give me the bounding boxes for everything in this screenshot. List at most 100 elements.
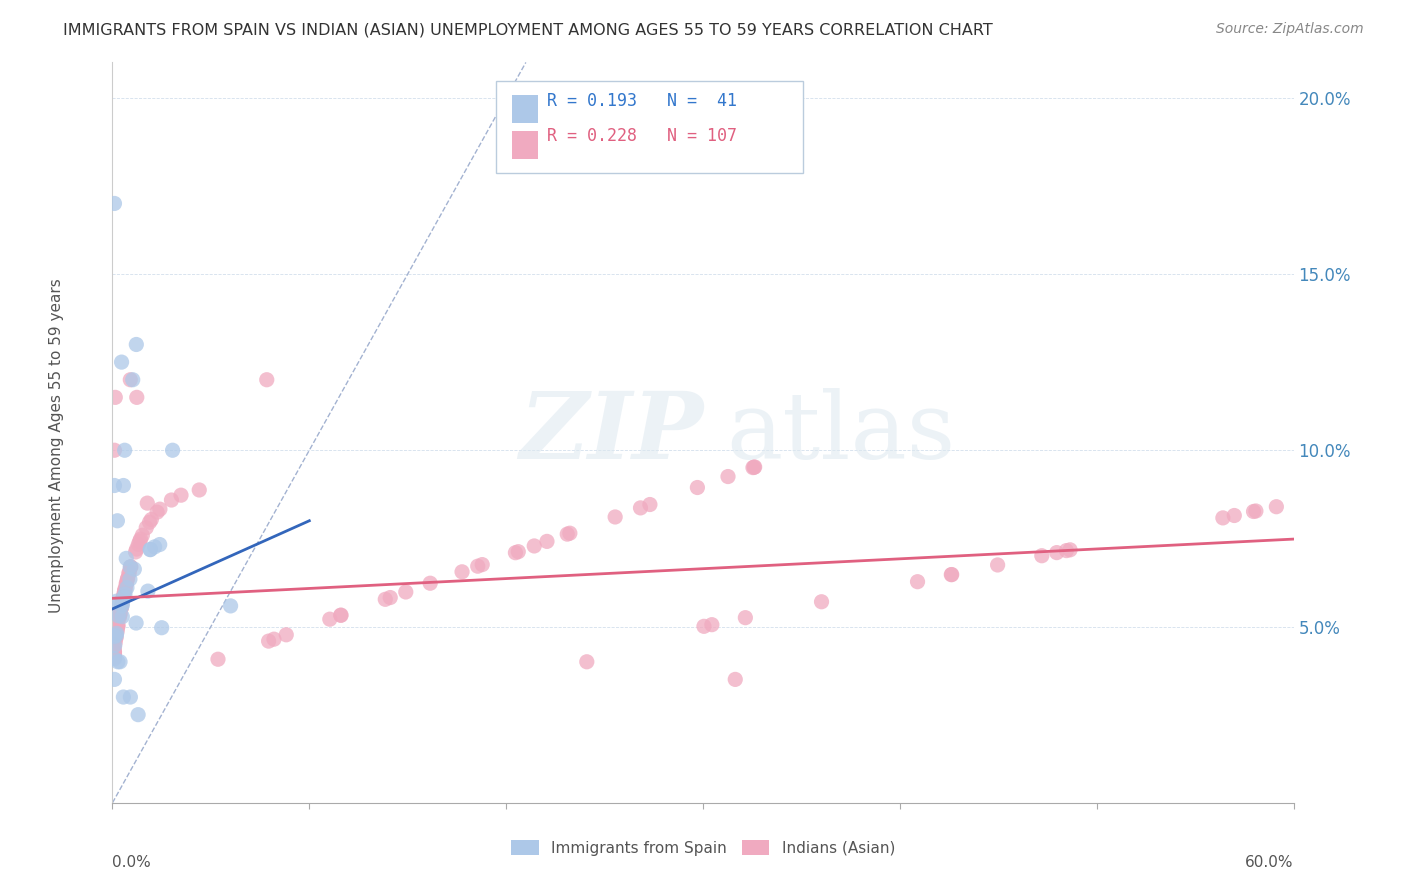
Point [505,546,527,560]
Point [575,655,598,669]
Point [149,537,172,551]
Point [120,560,142,574]
Point [941,567,963,582]
Point [115,576,138,591]
Point [170,488,193,502]
Text: Unemployment Among Ages 55 to 59 years: Unemployment Among Ages 55 to 59 years [49,278,63,614]
Point [112,478,135,492]
Point [105,630,128,644]
Point [207,652,229,666]
Point [1031,549,1053,563]
Point [135,521,157,535]
Point [395,585,418,599]
Point [941,567,963,582]
Point [555,527,578,541]
Point [1059,542,1081,557]
Point [108,611,131,625]
Point [112,586,135,600]
Point [103,650,125,665]
Point [1223,508,1246,523]
Point [523,539,546,553]
Point [107,617,129,632]
Point [125,615,148,630]
Point [108,607,131,622]
Point [110,602,132,616]
Point [1265,500,1288,514]
Point [263,632,285,647]
Point [104,638,127,652]
Point [103,649,125,664]
Text: atlas: atlas [727,388,956,477]
Point [508,544,530,558]
Point [105,626,128,640]
Point [117,573,139,587]
Point [724,673,747,687]
Point [605,510,627,524]
Point [112,589,135,603]
Point [110,355,132,369]
Point [112,690,135,704]
Point [1054,543,1077,558]
Point [129,532,152,546]
Point [103,645,125,659]
Text: IMMIGRANTS FROM SPAIN VS INDIAN (ASIAN) UNEMPLOYMENT AMONG AGES 55 TO 59 YEARS C: IMMIGRANTS FROM SPAIN VS INDIAN (ASIAN) … [63,22,993,37]
Point [374,592,396,607]
Point [686,481,709,495]
Point [471,558,494,572]
Point [103,648,125,662]
Point [162,443,184,458]
Point [114,443,136,458]
Point [110,600,132,615]
Point [120,560,142,574]
Point [104,632,127,646]
Point [103,443,125,458]
Point [160,493,183,508]
Point [111,593,134,607]
Point [131,528,153,542]
Point [112,591,135,605]
Point [141,512,163,526]
Point [1046,546,1069,560]
Point [103,630,125,644]
Point [257,634,280,648]
Point [105,625,128,640]
Point [112,591,135,605]
Point [329,608,352,623]
Point [107,619,129,633]
Point [146,505,169,519]
Point [139,542,162,557]
Point [125,390,148,404]
Point [419,576,441,591]
Point [103,640,125,655]
Point [467,559,489,574]
Point [139,542,162,557]
Text: R = 0.228   N = 107: R = 0.228 N = 107 [547,128,737,145]
Point [124,545,146,559]
Bar [512,130,537,159]
Point [127,707,149,722]
Point [103,196,125,211]
Legend: Immigrants from Spain, Indians (Asian): Immigrants from Spain, Indians (Asian) [505,834,901,862]
Text: R = 0.193   N =  41: R = 0.193 N = 41 [547,92,737,110]
Point [118,565,141,579]
Point [107,620,129,634]
Point [105,628,128,642]
Bar [512,95,537,123]
Point [700,617,723,632]
Point [128,534,150,549]
Point [558,526,581,541]
Point [907,574,929,589]
Point [536,534,558,549]
Point [120,373,142,387]
Point [149,502,172,516]
Point [124,562,146,576]
Point [114,587,136,601]
Point [110,601,132,615]
Point [103,647,125,661]
Point [1244,504,1267,518]
Point [114,583,136,598]
Point [111,599,134,613]
Point [330,608,353,623]
Point [451,565,474,579]
Text: 0.0%: 0.0% [112,855,152,870]
